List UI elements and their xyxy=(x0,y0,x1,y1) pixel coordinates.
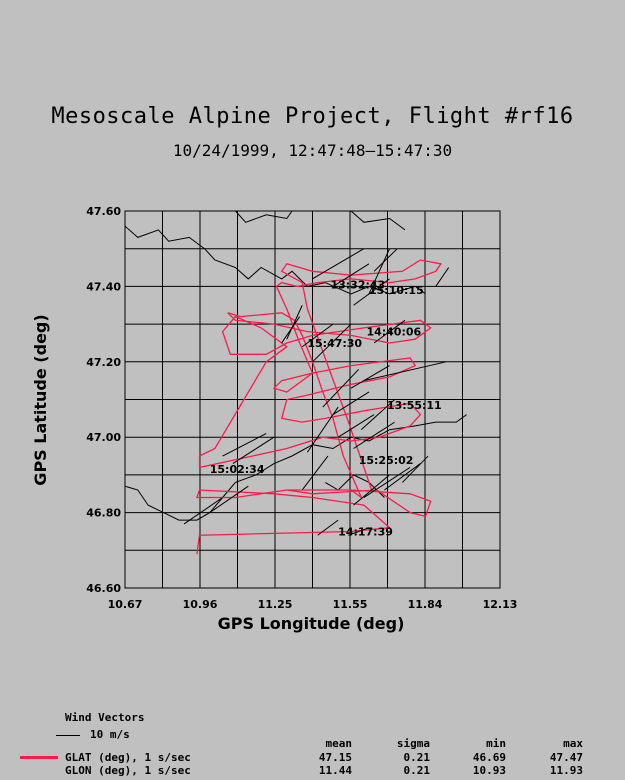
stat-header-mean: mean xyxy=(325,737,353,750)
time-label: 15:47:30 xyxy=(307,337,362,350)
time-label: 13:32:43 xyxy=(330,279,385,292)
wind-vector xyxy=(337,414,375,438)
glon-mean: 11.44 xyxy=(318,764,352,777)
glon-row-label: GLON (deg), 1 s/sec xyxy=(65,764,191,777)
wind-vector xyxy=(435,267,450,287)
stat-header-sigma: sigma xyxy=(396,737,430,750)
wind-scale-label: 10 m/s xyxy=(90,728,130,741)
coastline xyxy=(350,210,406,231)
wind-vector xyxy=(373,319,406,344)
y-tick-label: 47.00 xyxy=(86,431,121,444)
wind-vector xyxy=(353,474,390,506)
wind-vector xyxy=(301,323,334,348)
time-label: 14:40:06 xyxy=(366,326,421,339)
wind-vector xyxy=(301,455,329,491)
time-label: 13:55:11 xyxy=(387,399,442,412)
wind-vector xyxy=(353,278,390,306)
glat-row-label: GLAT (deg), 1 s/sec xyxy=(65,751,191,764)
x-tick-label: 11.55 xyxy=(333,598,368,611)
wind-vector-layer xyxy=(183,248,450,536)
wind-vector xyxy=(317,519,339,536)
wind-vector xyxy=(332,263,370,287)
wind-vector xyxy=(353,421,395,449)
wind-vector xyxy=(363,361,447,382)
y-tick-label: 47.20 xyxy=(86,356,121,369)
glat-sigma: 0.21 xyxy=(403,751,431,764)
coastline xyxy=(124,225,426,295)
wind-vector xyxy=(332,391,370,416)
glat-max: 47.47 xyxy=(549,751,583,764)
grid-layer xyxy=(124,210,501,589)
wind-vector xyxy=(368,248,391,295)
x-tick-label: 10.67 xyxy=(108,598,143,611)
y-tick-label: 47.40 xyxy=(86,280,121,293)
wind-vector xyxy=(232,436,275,465)
coastline xyxy=(235,210,293,223)
x-axis-label: GPS Longitude (deg) xyxy=(218,614,405,633)
y-axis-label: GPS Latitude (deg) xyxy=(31,314,50,485)
x-tick-label: 12.13 xyxy=(483,598,518,611)
wind-vector xyxy=(222,432,267,457)
wind-vector xyxy=(402,455,429,483)
wind-scale-line xyxy=(56,735,80,736)
glon-min: 10.93 xyxy=(472,764,506,777)
time-label: 15:25:02 xyxy=(359,454,414,467)
wind-vector xyxy=(209,485,249,514)
wind-vector xyxy=(373,248,398,272)
chart-title: Mesoscale Alpine Project, Flight #rf16 xyxy=(51,104,574,129)
stat-header-max: max xyxy=(563,737,583,750)
wind-vector xyxy=(306,406,339,453)
wind-vector xyxy=(360,399,396,431)
chart-subtitle: 10/24/1999, 12:47:48–15:47:30 xyxy=(172,141,453,160)
tick-label-layer: 10.67 10.96 11.25 11.55 11.84 12.13 46.60 46.80… xyxy=(86,205,517,611)
flight-track-layer xyxy=(195,259,442,555)
glat-min: 46.69 xyxy=(472,751,506,764)
time-label: 14:17:39 xyxy=(338,525,393,538)
y-tick-label: 46.60 xyxy=(86,582,121,595)
x-tick-label: 11.84 xyxy=(408,598,443,611)
time-label: 15:02:34 xyxy=(210,463,265,476)
wind-vectors-title: Wind Vectors xyxy=(65,711,145,724)
wind-vector xyxy=(312,323,352,363)
wind-vector xyxy=(350,365,390,389)
x-tick-label: 10.96 xyxy=(183,598,218,611)
glat-mean: 47.15 xyxy=(318,751,352,764)
wind-vector xyxy=(312,248,365,280)
wind-vector xyxy=(363,466,411,498)
glon-max: 11.93 xyxy=(549,764,583,777)
stat-header-min: min xyxy=(486,737,506,750)
flight-track-line xyxy=(195,259,442,555)
wind-vector xyxy=(286,305,303,340)
glat-legend-line xyxy=(20,756,58,759)
time-label: 15:10:15 xyxy=(369,284,424,297)
glon-sigma: 0.21 xyxy=(403,764,431,777)
x-tick-label: 11.25 xyxy=(258,598,293,611)
wind-vector xyxy=(183,497,223,525)
y-tick-label: 47.60 xyxy=(86,205,121,218)
wind-vector xyxy=(384,463,421,491)
wind-vector xyxy=(348,527,370,536)
y-tick-label: 46.80 xyxy=(86,507,121,520)
wind-vector xyxy=(322,368,360,408)
